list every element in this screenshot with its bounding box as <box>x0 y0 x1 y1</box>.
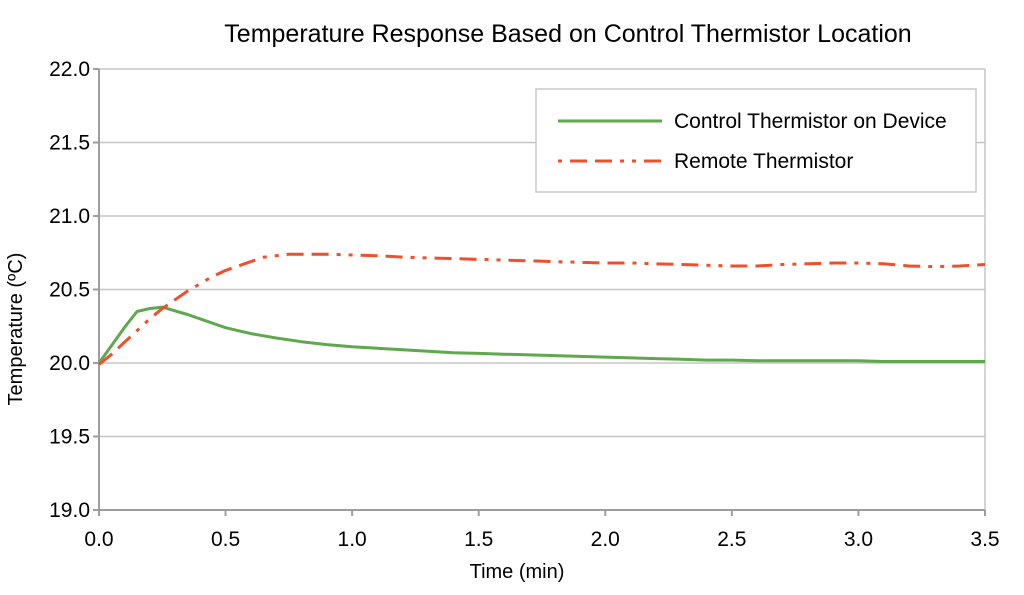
y-tick-label: 20.5 <box>49 279 90 302</box>
x-tick-label: 3.0 <box>844 528 873 551</box>
x-tick-label: 1.5 <box>464 528 493 551</box>
x-tick-label: 3.5 <box>970 528 999 551</box>
legend-layer: Control Thermistor on Device Remote Therm… <box>535 88 977 193</box>
y-tick-label: 22.0 <box>49 58 90 81</box>
y-tick-label: 19.5 <box>49 426 90 449</box>
x-tick-label: 2.5 <box>717 528 746 551</box>
y-tick-label: 21.0 <box>49 205 90 228</box>
x-tick-label: 0.5 <box>211 528 240 551</box>
y-tick-label: 19.0 <box>49 499 90 522</box>
axis-layer: 19.0 19.5 20.0 20.5 21.0 21.5 22.0 0.0 0.5 1.0 1.5… <box>49 58 999 551</box>
x-tick-label: 1.0 <box>338 528 367 551</box>
chart-title: Temperature Response Based on Control Th… <box>224 20 911 48</box>
x-tick-label: 2.0 <box>591 528 620 551</box>
series-line-control-thermistor-on-device <box>97 305 985 364</box>
series-layer <box>97 252 986 366</box>
legend-box <box>535 88 977 193</box>
y-tick-label: 20.0 <box>49 352 90 375</box>
series-line-remote-thermistor <box>98 252 986 366</box>
y-axis-title: Temperature (ºC) <box>5 253 27 406</box>
x-axis-title: Time (min) <box>470 561 565 583</box>
x-tick-label: 0.0 <box>84 528 113 551</box>
y-tick-label: 21.5 <box>49 132 90 155</box>
legend-label: Control Thermistor on Device <box>674 110 947 133</box>
legend-label: Remote Thermistor <box>674 150 853 173</box>
